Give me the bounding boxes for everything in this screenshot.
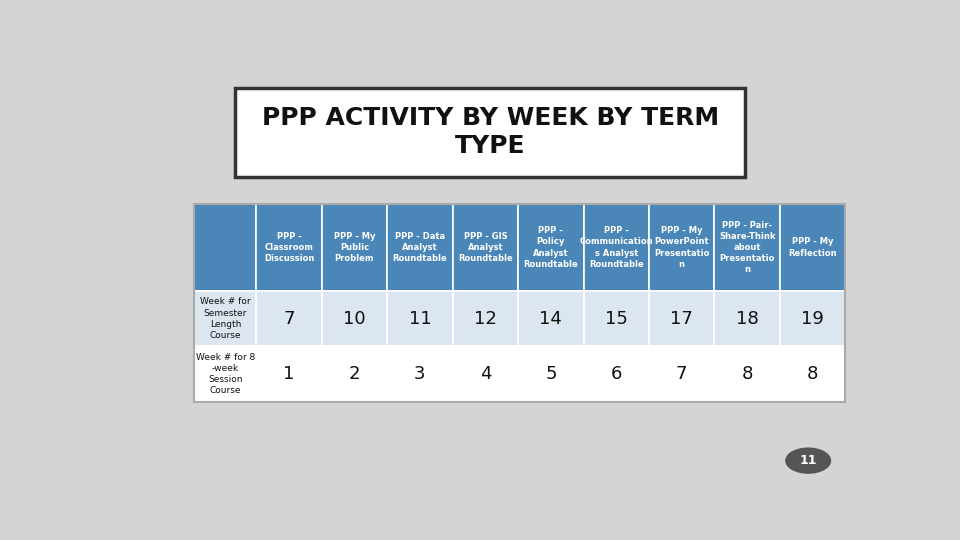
Bar <box>584 346 649 402</box>
Bar <box>194 204 846 402</box>
Text: 17: 17 <box>670 309 693 328</box>
Bar <box>194 291 256 346</box>
Bar <box>714 346 780 402</box>
Bar <box>649 291 714 346</box>
Bar <box>780 204 846 291</box>
Text: 7: 7 <box>283 309 295 328</box>
FancyBboxPatch shape <box>235 87 745 177</box>
Bar <box>714 204 780 291</box>
Bar <box>322 204 387 291</box>
Bar <box>649 204 714 291</box>
Text: 2: 2 <box>348 365 360 383</box>
Text: PPP - Data
Analyst
Roundtable: PPP - Data Analyst Roundtable <box>393 232 447 263</box>
Text: Week # for
Semester
Length
Course: Week # for Semester Length Course <box>200 298 251 340</box>
Bar <box>452 291 518 346</box>
Text: PPP -
Classroom
Discussion: PPP - Classroom Discussion <box>264 232 314 263</box>
Bar <box>194 346 256 402</box>
Text: PPP - Pair-
Share-Think
about
Presentatio
n: PPP - Pair- Share-Think about Presentati… <box>719 221 776 274</box>
Bar <box>322 346 387 402</box>
Text: 6: 6 <box>611 365 622 383</box>
Text: 3: 3 <box>414 365 425 383</box>
Bar <box>322 291 387 346</box>
Text: 8: 8 <box>741 365 753 383</box>
Bar <box>387 204 452 291</box>
Text: 5: 5 <box>545 365 557 383</box>
Bar <box>780 346 846 402</box>
Bar <box>387 291 452 346</box>
Bar <box>780 291 846 346</box>
Bar <box>714 291 780 346</box>
Text: PPP - GIS
Analyst
Roundtable: PPP - GIS Analyst Roundtable <box>458 232 513 263</box>
Bar <box>256 346 322 402</box>
Text: 12: 12 <box>474 309 496 328</box>
Bar <box>452 204 518 291</box>
Text: PPP -
Communication
s Analyst
Roundtable: PPP - Communication s Analyst Roundtable <box>580 226 653 269</box>
Text: 19: 19 <box>802 309 824 328</box>
Bar <box>518 204 584 291</box>
Text: PPP - My
Public
Problem: PPP - My Public Problem <box>334 232 375 263</box>
Text: 10: 10 <box>343 309 366 328</box>
Text: 8: 8 <box>807 365 818 383</box>
Bar <box>518 291 584 346</box>
Bar <box>649 346 714 402</box>
Circle shape <box>786 448 830 473</box>
Bar <box>518 346 584 402</box>
Text: PPP - My
Reflection: PPP - My Reflection <box>788 238 837 258</box>
Bar <box>452 346 518 402</box>
Bar <box>387 346 452 402</box>
Text: 18: 18 <box>735 309 758 328</box>
Text: 4: 4 <box>480 365 492 383</box>
Text: 11: 11 <box>800 454 817 467</box>
Bar <box>584 204 649 291</box>
Text: PPP -
Policy
Analyst
Roundtable: PPP - Policy Analyst Roundtable <box>523 226 578 269</box>
Text: PPP ACTIVITY BY WEEK BY TERM
TYPE: PPP ACTIVITY BY WEEK BY TERM TYPE <box>261 106 719 158</box>
Text: PPP - My
PowerPoint
Presentatio
n: PPP - My PowerPoint Presentatio n <box>654 226 709 269</box>
Text: 7: 7 <box>676 365 687 383</box>
Bar <box>584 291 649 346</box>
Bar <box>256 291 322 346</box>
Text: 11: 11 <box>409 309 431 328</box>
Text: 1: 1 <box>283 365 295 383</box>
Text: Week # for 8
-week
Session
Course: Week # for 8 -week Session Course <box>196 353 255 395</box>
Bar <box>194 204 256 291</box>
Bar <box>256 204 322 291</box>
Text: 15: 15 <box>605 309 628 328</box>
Text: 14: 14 <box>540 309 563 328</box>
